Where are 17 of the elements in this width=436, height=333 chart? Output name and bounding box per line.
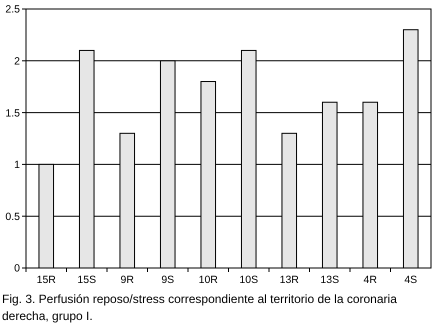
x-tick-label: 4S	[404, 274, 418, 286]
x-tick-label: 10S	[239, 274, 258, 286]
y-tick-label: 0	[14, 262, 20, 275]
y-tick-label: 1.5	[5, 107, 20, 120]
x-tick-label: 15S	[77, 274, 96, 286]
x-tick-label: 4R	[364, 274, 378, 286]
y-tick-label: 2.5	[5, 4, 20, 16]
x-tick-label: 9S	[161, 274, 174, 286]
x-tick-label: 15R	[36, 274, 56, 286]
y-tick-label: 1	[14, 159, 20, 172]
x-tick-label: 9R	[120, 274, 134, 286]
y-tick-label: 0.5	[5, 210, 20, 223]
y-tick-label: 2	[14, 55, 20, 68]
caption: Fig. 3. Perfusión reposo/stress correspondiente al territorio de la coronaria derecha, grupo I.	[2, 292, 398, 323]
x-tick-label: 10R	[198, 274, 218, 286]
x-tick-label: 13S	[320, 274, 340, 286]
x-tick-label: 13R	[280, 274, 300, 286]
